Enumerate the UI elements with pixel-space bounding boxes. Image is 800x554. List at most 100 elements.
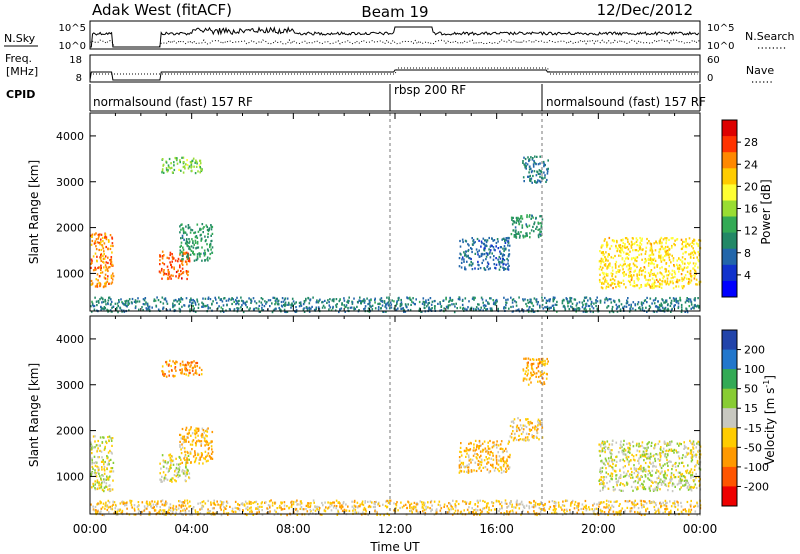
echo-cell (96, 479, 99, 482)
echo-cell (130, 301, 133, 304)
echo-cell (516, 424, 519, 427)
echo-cell (461, 303, 464, 306)
echo-cell (393, 300, 395, 303)
echo-cell (636, 303, 639, 306)
echo-cell (185, 260, 188, 264)
echo-cell (469, 263, 471, 266)
echo-cell (377, 308, 380, 311)
echo-cell (118, 299, 120, 302)
echo-cell (693, 505, 695, 508)
echo-cell (664, 453, 667, 456)
echo-cell (606, 267, 608, 270)
echo-cell (620, 511, 622, 514)
echo-cell (328, 304, 331, 307)
echo-cell (620, 281, 623, 284)
echo-cell (619, 459, 621, 462)
echo-cell (187, 245, 189, 248)
echo-cell (204, 251, 206, 255)
echo-cell (695, 476, 697, 479)
echo-cell (170, 459, 172, 462)
echo-cell (321, 301, 323, 304)
echo-cell (540, 215, 543, 218)
echo-cell (537, 234, 540, 237)
echo-cell (519, 502, 522, 505)
echo-cell (652, 299, 655, 302)
echo-cell (483, 304, 486, 307)
echo-cell (202, 297, 204, 300)
echo-cell (638, 246, 641, 250)
echo-cell (509, 435, 512, 438)
echo-cell (515, 428, 518, 431)
echo-cell (242, 300, 244, 303)
echo-cell (396, 302, 398, 305)
echo-cell (658, 256, 660, 259)
echo-cell (664, 279, 666, 282)
echo-cell (666, 458, 668, 462)
echo-cell (665, 268, 668, 271)
echo-cell (690, 451, 692, 454)
echo-cell (618, 305, 620, 308)
echo-cell (524, 357, 527, 360)
echo-cell (475, 456, 478, 459)
echo-cell (397, 297, 400, 300)
echo-cell (94, 483, 96, 486)
echo-cell (685, 240, 687, 243)
echo-cell (249, 307, 251, 310)
echo-cell (170, 369, 173, 372)
echo-cell (100, 241, 102, 244)
echo-cell (522, 299, 525, 302)
echo-cell (602, 486, 604, 489)
echo-cell (653, 465, 655, 468)
echo-cell (429, 308, 432, 311)
echo-cell (689, 486, 691, 489)
echo-cell (527, 383, 530, 386)
echo-cell (646, 507, 649, 510)
echo-cell (234, 298, 237, 302)
echo-cell (688, 280, 690, 284)
echo-cell (323, 509, 326, 512)
echo-cell (657, 458, 659, 461)
echo-cell (163, 476, 166, 480)
echo-cell (538, 233, 541, 236)
echo-cell (179, 225, 181, 228)
echo-cell (482, 237, 485, 240)
echo-cell (686, 486, 689, 489)
echo-cell (194, 231, 197, 234)
echo-cell (187, 259, 190, 262)
echo-cell (535, 227, 537, 230)
echo-cell (102, 436, 104, 439)
echo-cell (390, 306, 393, 309)
echo-cell (91, 445, 93, 448)
echo-cell (644, 447, 646, 450)
echo-cell (611, 458, 614, 461)
echo-cell (535, 375, 537, 378)
echo-cell (188, 247, 190, 250)
echo-cell (382, 310, 384, 313)
echo-cell (613, 459, 616, 462)
echo-cell (175, 508, 178, 511)
echo-cell (690, 488, 692, 491)
echo-cell (200, 252, 202, 255)
echo-cell (199, 171, 201, 174)
echo-cell (524, 166, 526, 169)
echo-cell (669, 280, 672, 283)
echo-cell (103, 490, 105, 493)
echo-cell (600, 478, 602, 481)
echo-cell (192, 240, 194, 243)
echo-cell (642, 504, 645, 507)
echo-cell (486, 449, 488, 452)
echo-cell (171, 460, 174, 463)
echo-cell (607, 457, 610, 460)
echo-cell (106, 508, 109, 512)
echo-cell (659, 452, 662, 455)
echo-cell (665, 262, 667, 265)
echo-cell (188, 458, 190, 461)
echo-cell (303, 300, 306, 303)
echo-cell (190, 361, 192, 364)
echo-cell (91, 459, 93, 462)
echo-cell (692, 247, 694, 250)
echo-cell (153, 298, 156, 301)
echo-cell (183, 457, 185, 460)
echo-cell (199, 458, 202, 461)
